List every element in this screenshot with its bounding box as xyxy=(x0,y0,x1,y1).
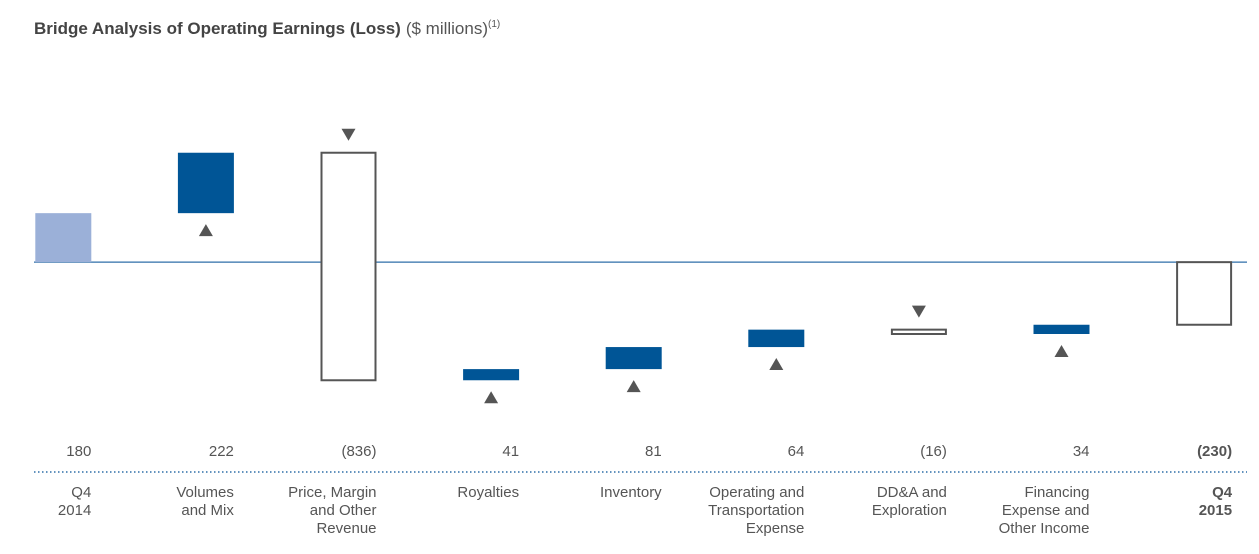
bar xyxy=(890,328,947,335)
arrow-up xyxy=(769,358,784,371)
category-label: Exploration xyxy=(872,502,947,519)
arrow-down xyxy=(341,128,356,141)
category-label: Transportation xyxy=(708,502,804,519)
category-label: Financing xyxy=(1024,484,1089,501)
bar xyxy=(1033,324,1090,334)
category-label: and Mix xyxy=(181,502,234,519)
value-label: 222 xyxy=(209,443,234,460)
value-label: (836) xyxy=(341,443,376,460)
value-label: (230) xyxy=(1197,443,1232,460)
subtitle: ($ millions) xyxy=(406,19,488,38)
chart-title: Bridge Analysis of Operating Earnings (L… xyxy=(34,19,500,39)
arrow-down xyxy=(911,305,926,318)
category-label: Price, Margin xyxy=(288,484,376,501)
bar xyxy=(320,151,377,382)
bar xyxy=(35,213,92,263)
bar xyxy=(748,329,805,348)
bar xyxy=(1176,261,1233,326)
arrow-up xyxy=(484,391,499,404)
category-label: Volumes xyxy=(176,484,234,501)
value-label: 34 xyxy=(1073,443,1090,460)
category-label: and Other xyxy=(310,502,377,519)
category-label: Q4 xyxy=(1212,484,1233,501)
arrow-up xyxy=(1054,344,1069,357)
value-label: (16) xyxy=(920,443,947,460)
category-label: 2015 xyxy=(1199,502,1232,519)
title: Bridge Analysis of Operating Earnings (L… xyxy=(34,19,401,38)
category-label: Other Income xyxy=(999,520,1090,537)
category-label: Revenue xyxy=(316,520,376,537)
arrow-up xyxy=(626,380,641,393)
bar xyxy=(605,347,662,370)
category-label: Q4 xyxy=(71,484,91,501)
value-label: 41 xyxy=(502,443,519,460)
category-label: 2014 xyxy=(58,502,91,519)
category-label: Inventory xyxy=(600,484,662,501)
arrow-up xyxy=(198,224,213,237)
value-label: 81 xyxy=(645,443,662,460)
bar xyxy=(463,369,520,381)
bar xyxy=(177,152,234,214)
category-label: Expense xyxy=(746,520,804,537)
value-label: 64 xyxy=(788,443,805,460)
footnote-marker: (1) xyxy=(488,19,500,30)
category-label: Expense and xyxy=(1002,502,1090,519)
category-label: Royalties xyxy=(457,484,519,501)
category-label: DD&A and xyxy=(877,484,947,501)
category-label: Operating and xyxy=(709,484,804,501)
value-label: 180 xyxy=(66,443,91,460)
